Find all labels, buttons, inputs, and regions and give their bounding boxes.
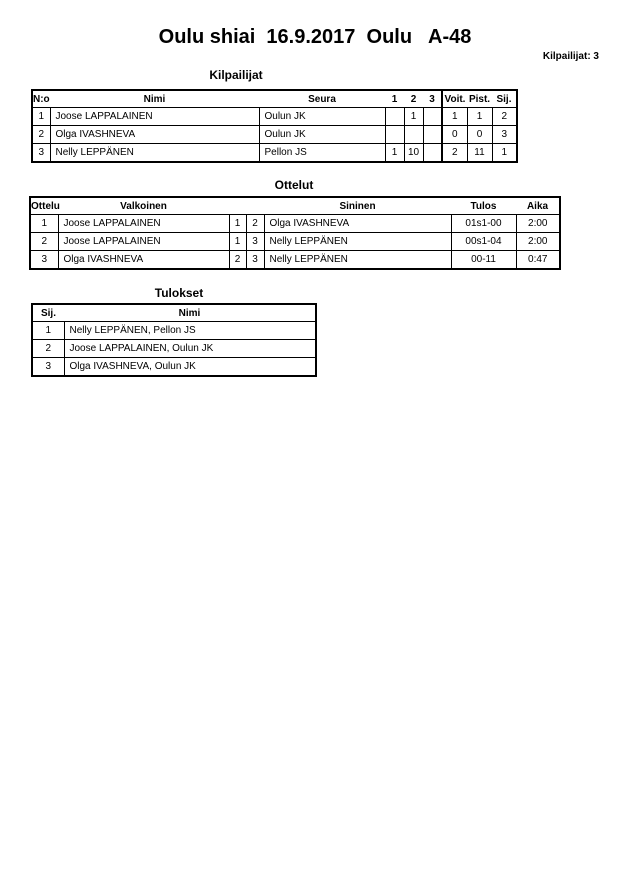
matches-table: Ottelu Valkoinen Sininen Tulos Aika 1 Joose LA…	[29, 196, 561, 270]
table-cell: 00-11	[450, 250, 517, 270]
header-row: Ottelu Valkoinen Sininen Tulos Aika	[30, 197, 560, 215]
table-cell: 0:47	[515, 250, 561, 270]
table-cell: Nelly LEPPÄNEN, Pellon JS	[63, 321, 317, 340]
competitors-heading: Kilpailijat	[209, 68, 263, 82]
column-header: Tulos	[451, 197, 516, 215]
table-cell: 0	[441, 125, 468, 144]
table-cell	[403, 125, 424, 144]
table-cell: 1	[403, 107, 424, 126]
column-header: Sininen	[264, 197, 451, 215]
table-cell: Pellon JS	[258, 143, 386, 163]
table-cell: 01s1-00	[450, 214, 517, 233]
table-cell: 1	[228, 214, 247, 233]
table-row: 1 Joose LAPPALAINEN Oulun JK 1 1 1 2	[31, 107, 518, 126]
column-header: N:o	[32, 90, 50, 108]
column-header: 1	[385, 90, 404, 108]
table-row: 3 Olga IVASHNEVA, Oulun JK	[31, 357, 317, 377]
table-cell: 2	[31, 339, 65, 358]
competitor-count: Kilpailijat: 3	[542, 51, 599, 62]
table-cell: Olga IVASHNEVA, Oulun JK	[63, 357, 317, 377]
table-cell: Nelly LEPPÄNEN	[263, 250, 452, 270]
table-cell: 3	[29, 250, 59, 270]
table-cell: 1	[491, 143, 518, 163]
table-cell: 1	[441, 107, 468, 126]
table-cell: Joose LAPPALAINEN	[57, 232, 230, 251]
table-cell: Joose LAPPALAINEN	[57, 214, 230, 233]
column-header: 3	[423, 90, 442, 108]
table-cell: 3	[31, 143, 51, 163]
table-row: 1 Joose LAPPALAINEN 1 2 Olga IVASHNEVA 01s1-0…	[29, 214, 561, 233]
table-cell: 00s1-04	[450, 232, 517, 251]
table-cell	[422, 143, 443, 163]
table-cell: Joose LAPPALAINEN	[49, 107, 260, 126]
table-row: 1 Nelly LEPPÄNEN, Pellon JS	[31, 321, 317, 340]
column-header: Seura	[259, 90, 385, 108]
column-header: Ottelu	[30, 197, 60, 215]
table-cell: 1	[466, 107, 493, 126]
table-cell	[384, 107, 405, 126]
table-cell: Nelly LEPPÄNEN	[49, 143, 260, 163]
table-cell: 3	[245, 250, 265, 270]
column-header: Sij.	[32, 304, 64, 322]
table-cell	[422, 125, 443, 144]
table-row: 2 Joose LAPPALAINEN, Oulun JK	[31, 339, 317, 358]
header-row: Sij. Nimi	[32, 304, 316, 322]
table-cell: 1	[31, 321, 65, 340]
table-cell: 11	[466, 143, 493, 163]
table-cell: Joose LAPPALAINEN, Oulun JK	[63, 339, 317, 358]
table-cell	[384, 125, 405, 144]
column-header: Sij.	[492, 90, 517, 108]
table-cell: 3	[245, 232, 265, 251]
table-cell: 0	[466, 125, 493, 144]
table-cell: 2	[228, 250, 247, 270]
table-cell: Olga IVASHNEVA	[263, 214, 452, 233]
table-cell	[422, 107, 443, 126]
results-table: Sij. Nimi 1 Nelly LEPPÄNEN, Pellon JS 2 Joose…	[31, 303, 317, 377]
table-cell: 10	[403, 143, 424, 163]
table-cell: 2	[491, 107, 518, 126]
results-heading: Tulokset	[154, 286, 204, 300]
table-cell: 1	[384, 143, 405, 163]
column-header: Aika	[516, 197, 560, 215]
column-header: Pist.	[467, 90, 492, 108]
competitors-table: N:o Nimi Seura 1 2 3 Voit. Pist. Sij. 1 Joose LAPP…	[31, 89, 518, 163]
table-cell: 3	[491, 125, 518, 144]
table-cell: 2	[29, 232, 59, 251]
table-cell: Oulun JK	[258, 125, 386, 144]
column-header: Valkoinen	[58, 197, 229, 215]
table-cell: 2:00	[515, 232, 561, 251]
header-row: N:o Nimi Seura 1 2 3 Voit. Pist. Sij.	[32, 90, 517, 108]
table-cell: Nelly LEPPÄNEN	[263, 232, 452, 251]
table-cell: 1	[228, 232, 247, 251]
table-cell: Olga IVASHNEVA	[49, 125, 260, 144]
page-title: Oulu shiai 16.9.2017 Oulu A-48	[158, 26, 472, 48]
table-cell: 1	[31, 107, 51, 126]
column-header	[246, 197, 264, 215]
column-header: 2	[404, 90, 423, 108]
table-row: 2 Olga IVASHNEVA Oulun JK 0 0 3	[31, 125, 518, 144]
column-header: Nimi	[50, 90, 259, 108]
table-cell: 3	[31, 357, 65, 377]
table-row: 3 Olga IVASHNEVA 2 3 Nelly LEPPÄNEN 00-11 0:47	[29, 250, 561, 270]
table-cell: 2	[441, 143, 468, 163]
table-cell: 2:00	[515, 214, 561, 233]
column-header	[229, 197, 246, 215]
table-cell: 2	[245, 214, 265, 233]
table-row: 2 Joose LAPPALAINEN 1 3 Nelly LEPPÄNEN 00s1-0…	[29, 232, 561, 251]
table-cell: Olga IVASHNEVA	[57, 250, 230, 270]
column-header: Voit.	[441, 90, 467, 108]
column-header: Nimi	[64, 304, 316, 322]
table-row: 3 Nelly LEPPÄNEN Pellon JS 1 10 2 11 1	[31, 143, 518, 163]
table-cell: Oulun JK	[258, 107, 386, 126]
matches-heading: Ottelut	[274, 178, 314, 192]
table-cell: 2	[31, 125, 51, 144]
table-cell: 1	[29, 214, 59, 233]
